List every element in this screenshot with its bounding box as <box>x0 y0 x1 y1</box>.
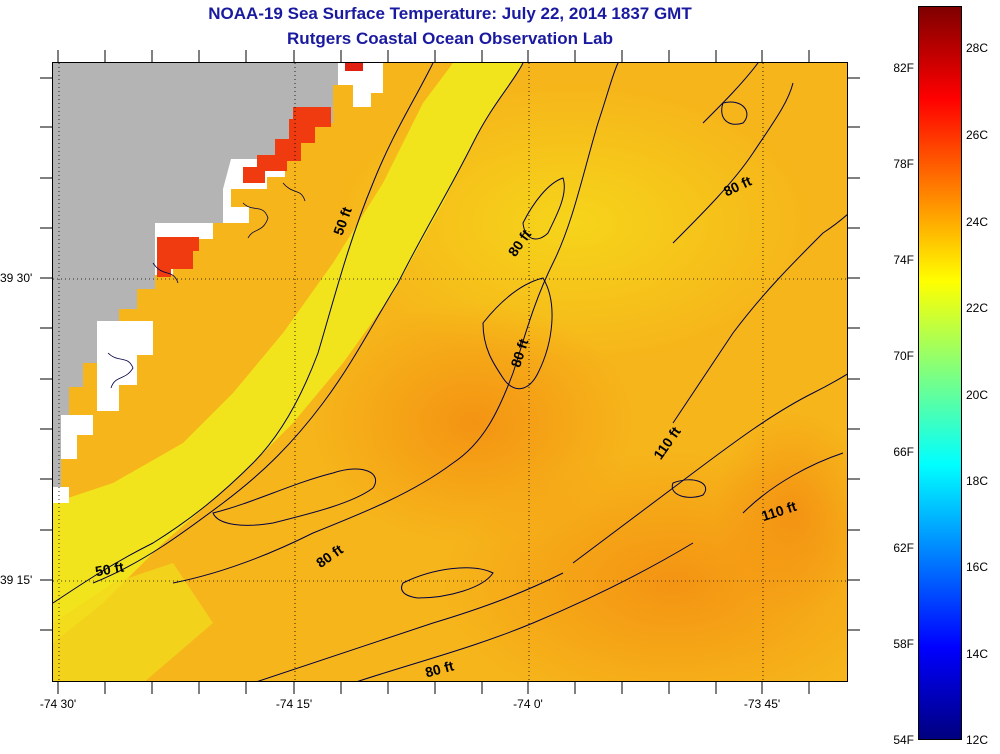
lat-label: 39 15' <box>0 573 33 587</box>
colorbar-label-f: 82F <box>893 61 914 75</box>
coastal-contours <box>107 182 306 389</box>
colorbar-label-f: 62F <box>893 541 914 555</box>
contour-50ft-b <box>92 63 524 584</box>
colorbar-label-c: 14C <box>966 647 989 661</box>
colorbar-label-c: 28C <box>966 41 989 55</box>
contour-80ft-south-b <box>357 542 694 681</box>
lon-label: -74 0' <box>513 697 543 711</box>
colorbar-label-c: 18C <box>966 474 989 488</box>
colorbar-label-f: 78F <box>893 157 914 171</box>
colorbar-label-f: 70F <box>893 349 914 363</box>
contour-80ft-south <box>257 572 564 681</box>
lon-label: -73 45' <box>743 697 781 711</box>
contour-island-1 <box>721 101 748 125</box>
contour-loop-3 <box>671 479 706 498</box>
warmer-region-2 <box>313 303 633 543</box>
contour-80ft-ne <box>672 82 794 244</box>
nodata-marsh-5 <box>53 487 69 503</box>
contour-110ft-c <box>742 452 844 514</box>
warmer-region-3 <box>713 413 847 613</box>
map-subtitle: Rutgers Coastal Ocean Observation Lab <box>287 29 613 48</box>
lat-label: 39 30' <box>0 271 33 285</box>
warm-patch-bay-south <box>157 237 199 277</box>
lat-lon-grid <box>53 63 847 681</box>
contour-80ft-north <box>702 63 759 124</box>
nearshore-band <box>53 63 523 643</box>
contour-110ft <box>672 214 847 424</box>
colorbar-label-c: 16C <box>966 560 989 574</box>
contour-80ft-ridge-2 <box>522 177 565 240</box>
sst-map-canvas <box>53 63 847 681</box>
colorbar-label-c: 26C <box>966 128 989 142</box>
contour-80ft-ridge <box>482 277 553 390</box>
nearshore-band-south <box>53 563 213 681</box>
lon-label: -74 15' <box>275 697 313 711</box>
nodata-marsh-1 <box>223 159 285 223</box>
contour-50ft <box>53 63 434 604</box>
nodata-marsh-4 <box>61 415 93 459</box>
contour-110ft-b <box>572 373 847 564</box>
contour-loop-2 <box>401 567 494 599</box>
warm-patch-top <box>345 63 363 71</box>
warm-patch-bay-north <box>243 107 331 183</box>
contour-loop-1 <box>212 468 376 526</box>
nodata-marsh-3 <box>97 321 153 411</box>
colorbar-label-c: 22C <box>966 301 989 315</box>
nodata-north <box>338 63 383 107</box>
contour-80ft-main <box>172 63 619 584</box>
lon-label: -74 30' <box>39 697 77 711</box>
colorbar-label-f: 58F <box>893 637 914 651</box>
depth-contours <box>53 63 847 681</box>
colorbar-label-f: 74F <box>893 253 914 267</box>
colorbar-label-f: 66F <box>893 445 914 459</box>
map-title: NOAA-19 Sea Surface Temperature: July 22… <box>208 4 692 23</box>
colorbar-label-c: 24C <box>966 215 989 229</box>
colorbar-label-f: 54F <box>893 733 914 747</box>
temperature-colorbar <box>918 6 962 740</box>
colorbar-label-c: 20C <box>966 388 989 402</box>
sst-map: 50 ft 80 ft 80 ft 80 ft 110 ft 110 ft 50… <box>52 62 848 682</box>
colorbar-label-c: 12C <box>966 733 989 747</box>
